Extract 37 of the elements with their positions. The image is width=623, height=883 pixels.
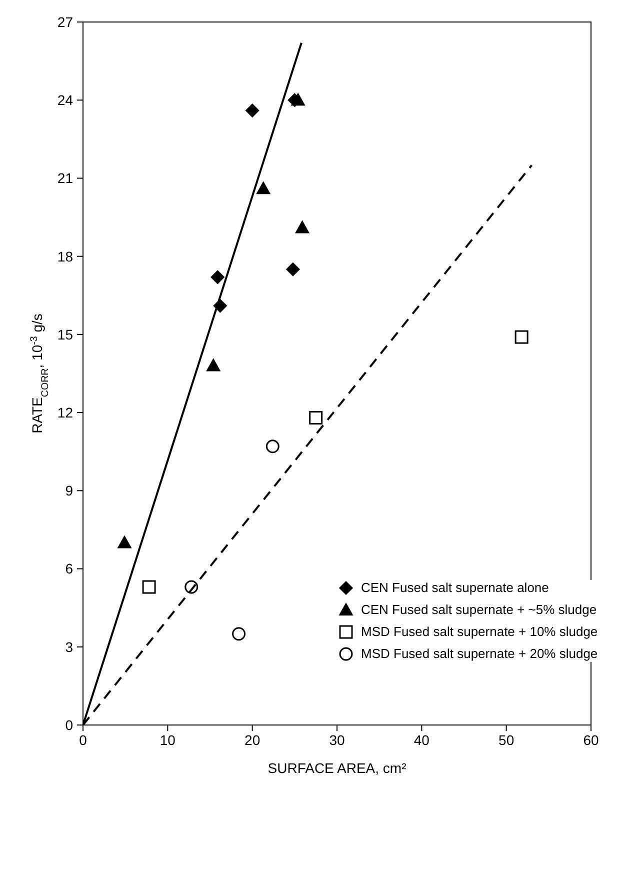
x-tick-label: 10 [160, 732, 176, 748]
point [246, 104, 260, 118]
x-tick-label: 40 [414, 732, 430, 748]
x-tick-label: 30 [329, 732, 345, 748]
point [309, 411, 323, 425]
x-tick-label: 20 [244, 732, 260, 748]
y-tick-label: 0 [65, 716, 74, 733]
legend-label: CEN Fused salt supernate + ~5% sludge [361, 602, 597, 617]
x-tick-label: 50 [498, 732, 514, 748]
y-tick-label: 27 [57, 14, 74, 30]
point [296, 220, 310, 234]
y-tick-label: 9 [65, 482, 74, 499]
y-tick-label: 3 [65, 638, 74, 655]
legend-label: CEN Fused salt supernate alone [361, 580, 549, 595]
x-tick-label: 0 [79, 732, 88, 748]
point [206, 358, 220, 372]
point [213, 299, 227, 313]
y-tick-label: 12 [57, 404, 74, 421]
point [210, 270, 224, 284]
point [266, 440, 280, 454]
point [256, 182, 270, 194]
point [286, 262, 300, 276]
y-tick-label: 15 [57, 326, 74, 342]
legend-label: MSD Fused salt supernate + 10% sludge [361, 624, 598, 639]
y-tick-label: 21 [57, 170, 74, 186]
point [142, 580, 156, 594]
x-axis-title: SURFACE AREA, cm² [268, 760, 407, 776]
point [232, 627, 246, 641]
x-tick-label: 60 [583, 732, 599, 748]
y-tick-label: 18 [57, 248, 74, 264]
point [291, 93, 305, 106]
point [514, 330, 528, 344]
y-tick-label: 6 [65, 560, 74, 577]
point [184, 580, 198, 594]
y-tick-label: 24 [57, 92, 74, 108]
legend-label: MSD Fused salt supernate + 20% sludge [361, 646, 598, 661]
point [118, 536, 132, 548]
